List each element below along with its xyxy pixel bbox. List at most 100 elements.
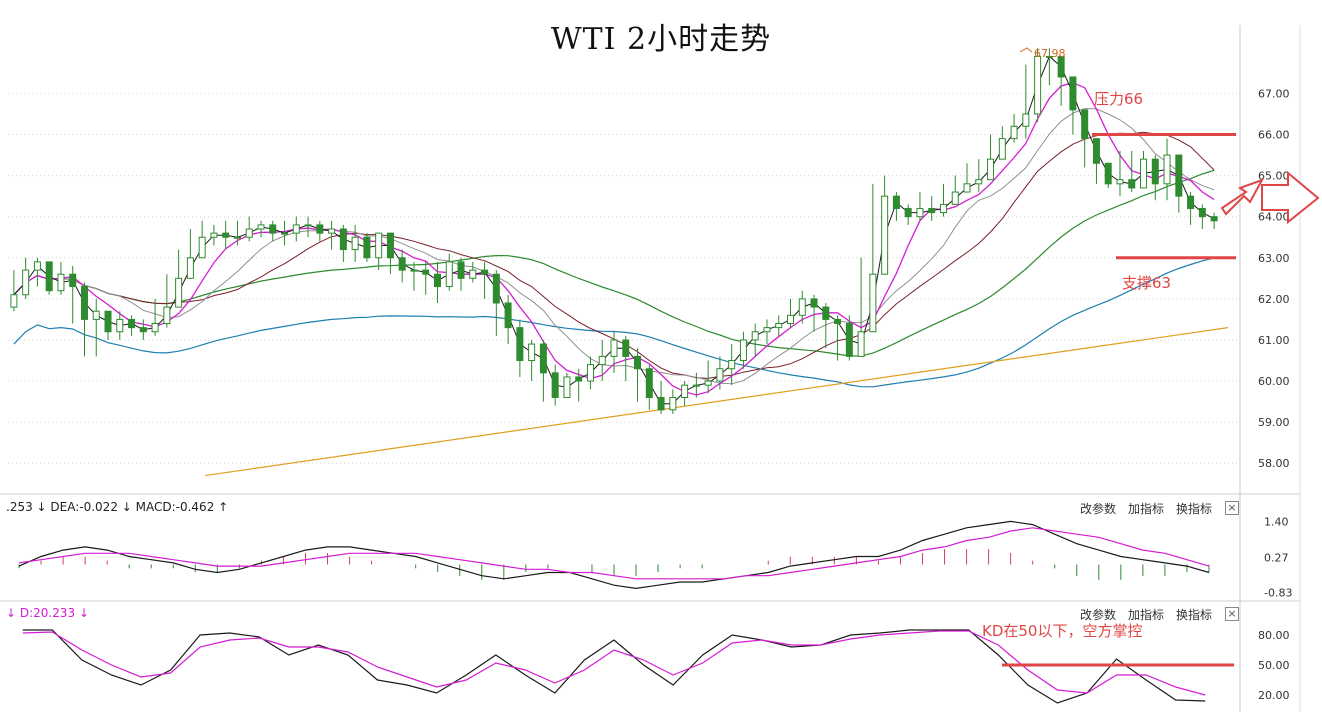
- candle-body: [375, 232, 383, 259]
- candle-body: [657, 396, 665, 411]
- candle-body: [1081, 109, 1089, 140]
- right-arrow-icon: [1261, 170, 1320, 225]
- price-tick-label: 58.00: [1258, 457, 1290, 470]
- price-tick-label: 60.00: [1258, 375, 1290, 388]
- candle-body: [551, 372, 559, 398]
- candle-body: [751, 331, 759, 341]
- candle-body: [1151, 158, 1159, 185]
- candle-body: [1128, 179, 1136, 189]
- high-marker: [1019, 47, 1033, 53]
- candle-body: [316, 224, 324, 234]
- candle-body: [328, 228, 336, 234]
- candle-body: [481, 269, 489, 275]
- candle-body: [987, 158, 995, 181]
- price-tick-label: 65.00: [1258, 170, 1290, 183]
- candle-body: [1140, 158, 1148, 189]
- kd-header: ↓ D:20.233 ↓: [6, 606, 90, 620]
- candle-body: [881, 195, 889, 275]
- candle-body: [69, 273, 77, 288]
- candle-body: [22, 269, 30, 296]
- candle-body: [175, 277, 183, 308]
- candle-body: [57, 273, 65, 292]
- candle-body: [163, 306, 171, 325]
- candle-body: [1198, 207, 1206, 218]
- candle-body: [457, 261, 465, 279]
- candle-body: [363, 236, 371, 259]
- candle-body: [257, 224, 265, 230]
- price-tick-label: 61.00: [1258, 334, 1290, 347]
- candle-body: [1210, 216, 1218, 222]
- chart-title: WTI 2小时走势: [550, 22, 772, 57]
- candle-body: [575, 376, 583, 382]
- candle-body: [222, 232, 230, 238]
- ma-blue-line: [13, 257, 1215, 388]
- candle-body: [1163, 154, 1171, 185]
- candle-body: [810, 298, 818, 308]
- candle-body: [45, 261, 53, 292]
- candle-body: [245, 228, 253, 238]
- candle-body: [857, 331, 865, 357]
- candle-body: [916, 207, 924, 218]
- candle-body: [351, 236, 359, 251]
- macd-tick-label: 0.27: [1264, 551, 1289, 564]
- price-tick-label: 66.00: [1258, 129, 1290, 142]
- candle-body: [210, 232, 218, 238]
- price-tick-label: 64.00: [1258, 211, 1290, 224]
- kd-close-icon[interactable]: ×: [1225, 607, 1239, 621]
- candle-body: [834, 318, 842, 325]
- candle-body: [692, 384, 700, 387]
- candle-body: [233, 236, 241, 239]
- candle-body: [1175, 154, 1183, 197]
- macd-header: .253 ↓ DEA:-0.022 ↓ MACD:-0.462 ↑: [6, 500, 229, 514]
- kd-tick-label: 50.00: [1258, 659, 1290, 672]
- macd-close-icon[interactable]: ×: [1225, 501, 1239, 515]
- candle-body: [339, 228, 347, 251]
- candle-body: [116, 318, 124, 333]
- high-price-label: 67.98: [1034, 47, 1066, 60]
- candle-body: [92, 310, 100, 320]
- candle-body: [634, 355, 642, 370]
- candle-body: [610, 339, 618, 357]
- ma-green-line: [13, 169, 1215, 357]
- support-label: 支撑63: [1122, 274, 1172, 292]
- macd-switch-indicator-button[interactable]: 换指标: [1176, 502, 1213, 516]
- candle-body: [445, 261, 453, 288]
- candle-body: [1092, 138, 1100, 164]
- kd-note-label: KD在50以下，空方掌控: [982, 622, 1143, 640]
- candle-body: [845, 323, 853, 357]
- kd-tick-label: 80.00: [1258, 629, 1290, 642]
- macd-params-button[interactable]: 改参数: [1080, 502, 1117, 516]
- candle-body: [728, 360, 736, 370]
- price-tick-label: 59.00: [1258, 416, 1290, 429]
- candle-body: [104, 310, 112, 333]
- candle-body: [1010, 125, 1018, 140]
- macd-add-indicator-button[interactable]: 加指标: [1128, 502, 1165, 516]
- resistance-label: 压力66: [1094, 90, 1144, 108]
- candle-body: [139, 327, 147, 333]
- candle-body: [492, 273, 500, 304]
- candle-body: [951, 191, 959, 205]
- candle-body: [739, 339, 747, 362]
- candle-body: [1034, 55, 1042, 115]
- kd-params-button[interactable]: 改参数: [1080, 608, 1117, 622]
- candle-body: [1057, 55, 1065, 78]
- candle-body: [539, 343, 547, 374]
- kd-tick-label: 20.00: [1258, 689, 1290, 702]
- candle-body: [1045, 55, 1053, 58]
- kd-switch-indicator-button[interactable]: 换指标: [1176, 608, 1213, 622]
- candle-body: [1069, 76, 1077, 111]
- candle-body: [1022, 113, 1030, 127]
- candle-body: [469, 269, 477, 279]
- macd-dif-line: [18, 520, 1210, 590]
- candle-body: [1187, 195, 1195, 209]
- candle-body: [528, 343, 536, 362]
- candle-body: [410, 269, 418, 272]
- candle-body: [10, 294, 18, 308]
- kd-add-indicator-button[interactable]: 加指标: [1128, 608, 1165, 622]
- candle-body: [151, 323, 159, 333]
- candle-body: [775, 323, 783, 329]
- candle-body: [787, 314, 795, 325]
- price-tick-label: 67.00: [1258, 87, 1290, 100]
